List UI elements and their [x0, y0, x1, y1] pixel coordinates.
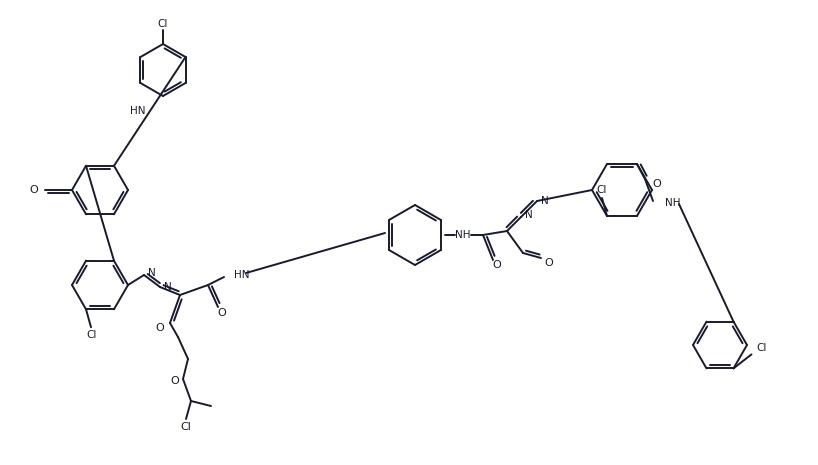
- Text: HN: HN: [234, 270, 249, 280]
- Text: HN: HN: [130, 106, 146, 116]
- Text: NH: NH: [665, 198, 681, 208]
- Text: N: N: [148, 268, 155, 278]
- Text: NH: NH: [456, 230, 470, 240]
- Text: Cl: Cl: [597, 185, 607, 195]
- Text: O: O: [492, 260, 501, 270]
- Text: O: O: [218, 308, 227, 318]
- Text: O: O: [171, 376, 179, 386]
- Text: N: N: [541, 196, 549, 206]
- Text: Cl: Cl: [181, 422, 191, 432]
- Text: O: O: [29, 185, 38, 195]
- Text: N: N: [164, 282, 172, 292]
- Text: Cl: Cl: [158, 19, 169, 29]
- Text: O: O: [545, 258, 553, 268]
- Text: Cl: Cl: [757, 343, 766, 353]
- Text: O: O: [155, 323, 164, 333]
- Text: O: O: [653, 179, 662, 189]
- Text: Cl: Cl: [87, 330, 97, 340]
- Text: N: N: [525, 210, 533, 220]
